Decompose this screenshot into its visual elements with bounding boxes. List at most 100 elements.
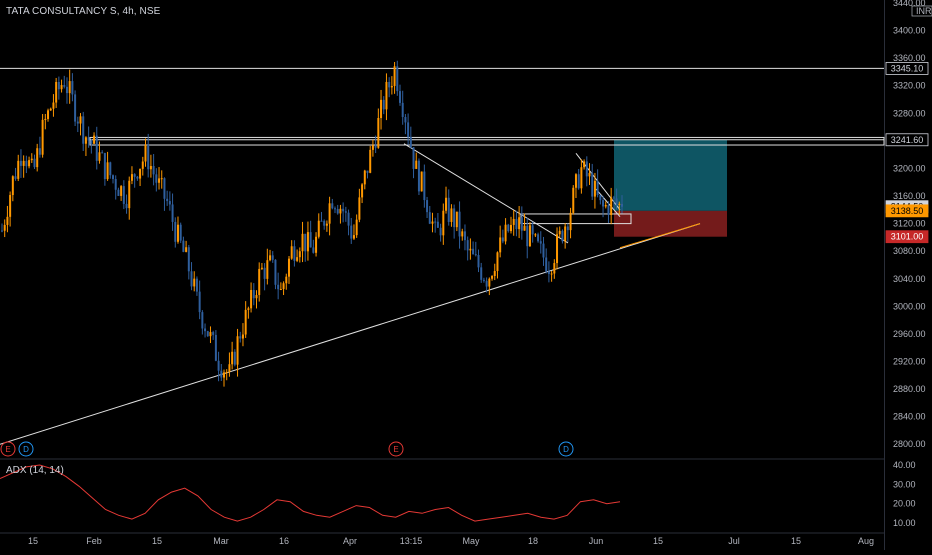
candle-body	[152, 166, 155, 175]
candle-body	[28, 160, 31, 167]
candle-body	[212, 332, 215, 335]
price-axis-tick: 3200.00	[893, 163, 926, 173]
candle-body	[312, 247, 315, 253]
candle-body	[309, 232, 312, 248]
candle-body	[466, 240, 469, 251]
price-axis-tick: 3160.00	[893, 191, 926, 201]
candle-body	[298, 251, 301, 258]
candle-body	[591, 172, 594, 197]
adx-line[interactable]	[0, 464, 621, 522]
adx-indicator-label[interactable]: ADX (14, 14)	[6, 465, 64, 476]
candle-body	[526, 225, 529, 247]
candle-body	[258, 268, 261, 296]
falling-trendline[interactable]	[403, 143, 569, 244]
candle-body	[204, 328, 207, 332]
candle-body	[569, 212, 572, 231]
candle-body	[71, 81, 74, 95]
candle-body	[198, 291, 201, 313]
event-marker-circle	[18, 441, 34, 457]
adx-axis-tick: 30.00	[893, 479, 916, 489]
candle-body	[84, 137, 87, 144]
candle-body	[485, 280, 488, 287]
price-axis-tick: 3000.00	[893, 301, 926, 311]
candle-body	[615, 198, 618, 205]
candle-body	[171, 204, 174, 222]
candle-body	[509, 224, 512, 232]
candle-body	[539, 241, 542, 244]
candle-body	[44, 118, 47, 120]
currency-label[interactable]: INR	[916, 6, 932, 16]
time-axis-label: 15	[152, 536, 162, 546]
price-tag-line[interactable]: 3345.10	[885, 62, 929, 75]
candle-body	[277, 284, 280, 290]
event-marker-earnings[interactable]: E	[0, 441, 16, 457]
candle-body	[117, 189, 120, 196]
candle-body	[133, 174, 136, 177]
candle-body	[3, 224, 6, 231]
candle-body	[374, 145, 377, 148]
price-axis-tick: 3400.00	[893, 26, 926, 36]
candle-body	[55, 81, 58, 103]
price-tag-red[interactable]: 3101.00	[885, 230, 929, 244]
event-marker-circle	[558, 441, 574, 457]
candle-body	[352, 235, 355, 239]
price-tag-box	[885, 204, 929, 218]
candle-body	[339, 208, 342, 214]
candle-body	[599, 195, 602, 201]
price-axis-tick: 2880.00	[893, 384, 926, 394]
candle-body	[528, 225, 531, 247]
candle-body	[122, 186, 125, 204]
candle-body	[201, 312, 204, 329]
price-axis-tick: 3320.00	[893, 81, 926, 91]
event-marker-dividend[interactable]: D	[18, 441, 34, 457]
candle-body	[328, 203, 331, 224]
candle-body	[545, 257, 548, 272]
candle-body	[458, 211, 461, 237]
candle-body	[60, 85, 63, 90]
event-marker-circle	[0, 441, 16, 457]
candle-body	[380, 99, 383, 119]
price-tag-line[interactable]: 3241.60	[885, 133, 929, 147]
candle-body	[472, 248, 475, 255]
candle-body	[363, 170, 366, 185]
event-marker-dividend[interactable]: D	[558, 441, 574, 457]
candle-body	[79, 116, 82, 124]
event-marker-label: E	[5, 445, 10, 454]
candle-body	[22, 160, 25, 166]
candle-body	[558, 230, 561, 235]
candle-body	[385, 81, 388, 110]
candle-body	[103, 153, 106, 180]
trendline-extension[interactable]	[619, 223, 701, 249]
symbol-header[interactable]: TATA CONSULTANCY S, 4h, NSE	[6, 6, 161, 17]
candle-body	[531, 225, 534, 235]
resistance-rectangle[interactable]	[89, 136, 885, 146]
candle-body	[98, 152, 101, 161]
candle-body	[296, 257, 299, 261]
candle-body	[407, 122, 410, 138]
price-axis-tick: 3120.00	[893, 219, 926, 229]
candle-body	[480, 267, 483, 280]
event-marker-circle	[388, 441, 404, 457]
rising-trendline[interactable]	[0, 223, 701, 445]
event-marker-earnings[interactable]: E	[388, 441, 404, 457]
candle-body	[334, 208, 337, 210]
event-marker-label: D	[563, 445, 569, 454]
candle-body	[65, 86, 68, 94]
candle-body	[488, 278, 491, 287]
price-axis-tick: 3280.00	[893, 108, 926, 118]
candle-body	[206, 331, 209, 337]
candle-body	[507, 224, 510, 232]
target-zone[interactable]	[614, 139, 727, 211]
candle-body	[239, 336, 242, 339]
price-tag-label: 3138.50	[891, 206, 924, 216]
time-axis-label: Aug	[858, 536, 874, 546]
price-tag-orange[interactable]: 3138.50	[885, 204, 929, 218]
candle-body	[155, 174, 158, 183]
candle-body	[41, 119, 44, 155]
candle-body	[523, 225, 526, 231]
candle-body	[269, 255, 272, 261]
candle-body	[350, 225, 353, 239]
candle-body	[501, 237, 504, 242]
